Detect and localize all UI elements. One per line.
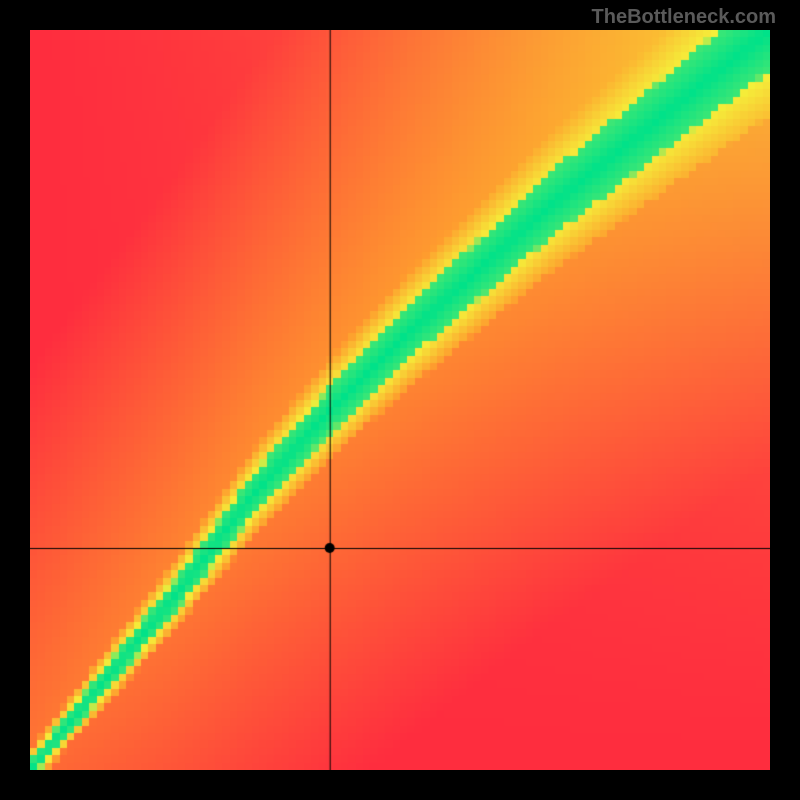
watermark-text: TheBottleneck.com (592, 6, 776, 29)
bottleneck-heatmap (30, 30, 770, 770)
chart-container: TheBottleneck.com (0, 0, 800, 800)
